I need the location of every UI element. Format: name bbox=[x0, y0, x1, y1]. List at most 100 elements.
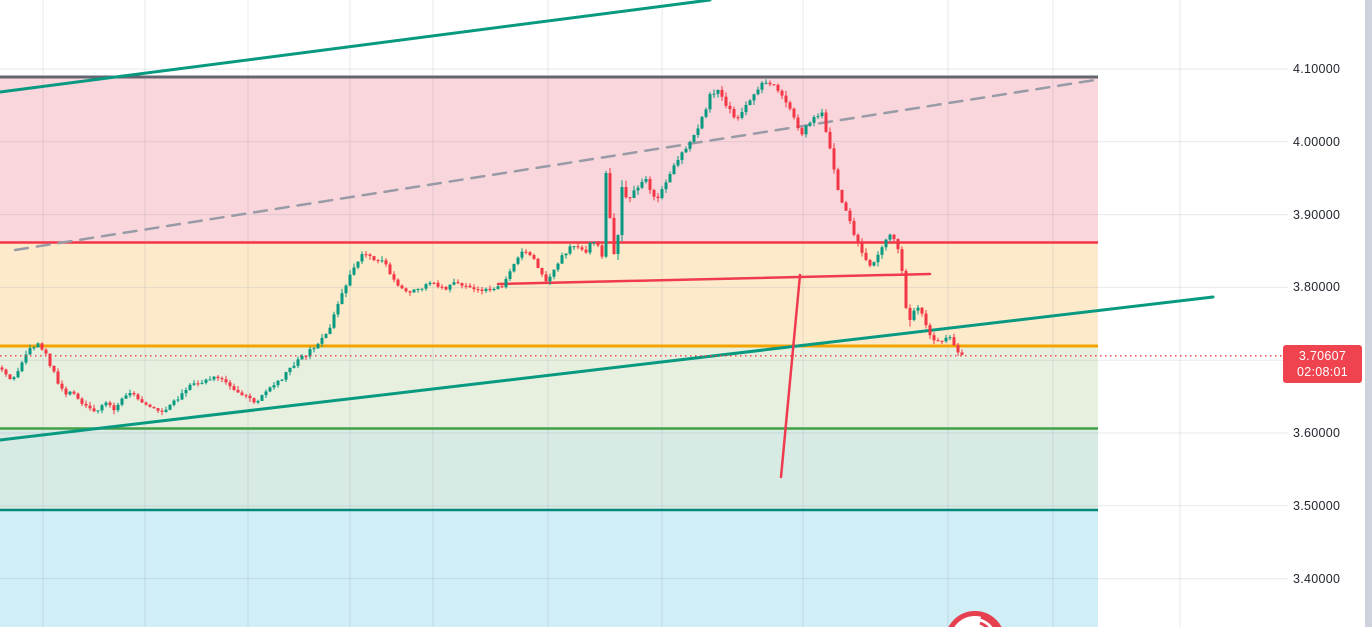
candle bbox=[104, 402, 108, 406]
candle bbox=[72, 391, 76, 394]
candle bbox=[672, 165, 676, 175]
candle bbox=[772, 84, 776, 86]
candle bbox=[428, 282, 432, 285]
trendline-gray-dashed[interactable] bbox=[13, 78, 1097, 252]
candle bbox=[112, 405, 116, 411]
candle bbox=[336, 304, 340, 315]
candle bbox=[380, 260, 384, 262]
trendline-red-flat[interactable] bbox=[496, 272, 932, 286]
candle bbox=[456, 282, 460, 284]
candle bbox=[932, 335, 936, 341]
price-axis[interactable]: 3.70607 02:08:01 4.10000 4.00000 3.90000 3.… bbox=[1281, 0, 1365, 627]
trendline-green-upper[interactable] bbox=[0, 0, 712, 94]
candle bbox=[388, 264, 392, 275]
candle bbox=[956, 345, 960, 353]
candle bbox=[928, 325, 932, 336]
candle bbox=[452, 282, 456, 285]
axis-scrollbar[interactable] bbox=[1365, 0, 1372, 627]
candle bbox=[160, 410, 164, 412]
candle bbox=[596, 241, 600, 246]
candle bbox=[396, 279, 400, 286]
candle bbox=[524, 251, 528, 253]
candle bbox=[756, 89, 760, 95]
candle bbox=[472, 287, 476, 290]
zone-peach bbox=[0, 242, 1098, 347]
candle bbox=[144, 402, 148, 405]
candle bbox=[68, 391, 72, 395]
candle bbox=[760, 82, 764, 90]
candle bbox=[560, 255, 564, 264]
candle bbox=[460, 283, 464, 286]
candle bbox=[148, 404, 152, 407]
candle bbox=[40, 343, 44, 350]
candle bbox=[796, 117, 800, 128]
candle bbox=[236, 389, 240, 393]
candle bbox=[464, 285, 468, 287]
candle bbox=[92, 408, 96, 412]
candle bbox=[740, 112, 744, 118]
broker-logo-watermark bbox=[948, 611, 1002, 627]
candle bbox=[916, 307, 920, 311]
candle bbox=[416, 289, 420, 291]
trendline-red-steep[interactable] bbox=[779, 273, 802, 479]
candle bbox=[244, 395, 248, 397]
candle bbox=[48, 353, 52, 366]
candle bbox=[660, 189, 664, 199]
candle bbox=[920, 307, 924, 314]
candle bbox=[184, 389, 188, 394]
candle bbox=[568, 246, 572, 254]
candle bbox=[192, 383, 196, 385]
candle bbox=[752, 94, 756, 101]
candle bbox=[812, 117, 816, 123]
candle bbox=[620, 187, 624, 236]
candle bbox=[592, 241, 596, 243]
candle bbox=[108, 402, 112, 406]
candle bbox=[520, 251, 524, 258]
candle bbox=[608, 173, 612, 218]
candle bbox=[540, 267, 544, 275]
candle bbox=[604, 173, 608, 257]
price-axis-label: 3.40000 bbox=[1293, 571, 1341, 586]
candle bbox=[436, 282, 440, 287]
zone-cyan bbox=[0, 510, 1098, 627]
candle bbox=[232, 386, 236, 390]
candle bbox=[724, 96, 728, 106]
candle bbox=[468, 285, 472, 288]
candle bbox=[864, 252, 868, 260]
candle bbox=[320, 337, 324, 344]
price-axis-label: 4.10000 bbox=[1293, 62, 1341, 76]
candle bbox=[900, 249, 904, 271]
candle bbox=[552, 269, 556, 277]
candle bbox=[908, 307, 912, 320]
candle bbox=[868, 259, 872, 266]
candle bbox=[628, 197, 632, 199]
candle bbox=[960, 352, 964, 355]
price-axis-label: 3.80000 bbox=[1293, 280, 1341, 295]
trendline-green-lower[interactable] bbox=[0, 295, 1215, 442]
candle bbox=[512, 263, 516, 272]
candle bbox=[4, 369, 8, 375]
candle bbox=[912, 310, 916, 320]
candle bbox=[400, 285, 404, 289]
candle bbox=[348, 274, 352, 286]
candle bbox=[84, 403, 88, 406]
candle bbox=[768, 82, 772, 85]
candle bbox=[116, 404, 120, 411]
candle bbox=[844, 202, 848, 211]
candle bbox=[256, 400, 260, 403]
candle bbox=[588, 242, 592, 253]
candle bbox=[532, 255, 536, 259]
candle bbox=[616, 235, 620, 254]
candle bbox=[924, 313, 928, 326]
candle bbox=[904, 270, 908, 308]
candle bbox=[692, 134, 696, 142]
candle bbox=[420, 288, 424, 290]
candle bbox=[808, 122, 812, 126]
candle bbox=[120, 398, 124, 405]
candle bbox=[272, 385, 276, 388]
candle bbox=[612, 217, 616, 254]
candle bbox=[360, 254, 364, 262]
candle bbox=[172, 400, 176, 405]
candle bbox=[368, 254, 372, 257]
